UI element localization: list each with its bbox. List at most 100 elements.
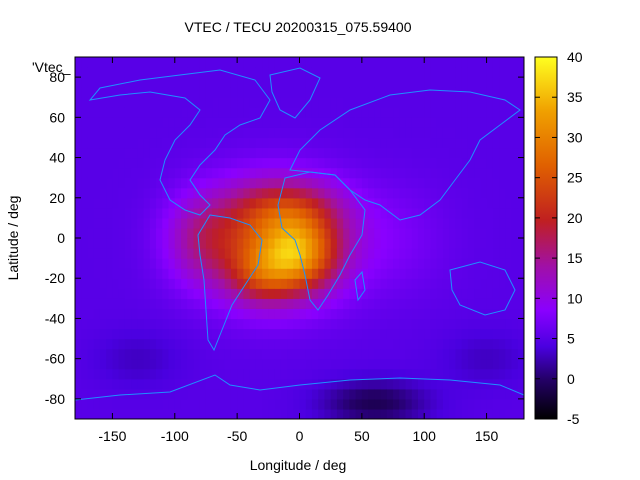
heatmap-cell xyxy=(480,87,488,98)
heatmap-cell xyxy=(461,117,469,128)
heatmap-cell xyxy=(93,398,101,410)
heatmap-cell xyxy=(162,87,170,98)
heatmap-cell xyxy=(218,308,226,320)
heatmap-cell xyxy=(149,408,157,419)
heatmap-cell xyxy=(349,388,357,400)
heatmap-cell xyxy=(343,378,350,390)
heatmap-cell xyxy=(386,147,394,159)
heatmap-cell xyxy=(336,87,344,98)
heatmap-cell xyxy=(399,177,407,189)
heatmap-cell xyxy=(249,117,257,128)
heatmap-cell xyxy=(386,338,394,350)
heatmap-cell xyxy=(87,368,95,380)
heatmap-cell xyxy=(480,177,488,189)
heatmap-cell xyxy=(449,127,457,139)
heatmap-cell xyxy=(486,147,494,159)
heatmap-cell xyxy=(218,137,226,149)
heatmap-cell xyxy=(149,348,157,360)
heatmap-cell xyxy=(230,408,238,419)
heatmap-cell xyxy=(112,248,120,259)
heatmap-cell xyxy=(193,268,201,279)
heatmap-cell xyxy=(349,378,357,390)
heatmap-cell xyxy=(368,308,375,320)
heatmap-cell xyxy=(249,358,257,370)
heatmap-cell xyxy=(137,67,145,78)
heatmap-cell xyxy=(343,227,350,239)
heatmap-cell xyxy=(237,298,244,309)
heatmap-cell xyxy=(467,298,475,309)
heatmap-cell xyxy=(449,308,457,320)
heatmap-cell xyxy=(336,338,344,350)
heatmap-cell xyxy=(87,67,95,78)
heatmap-cell xyxy=(249,57,257,68)
heatmap-cell xyxy=(293,117,301,128)
heatmap-cell xyxy=(355,77,363,88)
heatmap-cell xyxy=(299,197,307,209)
heatmap-cell xyxy=(243,67,251,78)
heatmap-cell xyxy=(255,338,263,350)
heatmap-cell xyxy=(249,288,257,299)
heatmap-cell xyxy=(343,197,350,209)
heatmap-cell xyxy=(106,177,114,189)
heatmap-cell xyxy=(149,358,157,370)
heatmap-cell xyxy=(474,147,481,159)
heatmap-cell xyxy=(199,77,207,88)
heatmap-cell xyxy=(374,107,382,118)
heatmap-cell xyxy=(237,117,244,128)
heatmap-cell xyxy=(174,298,182,309)
heatmap-cell xyxy=(293,318,301,330)
heatmap-cell xyxy=(93,348,101,360)
heatmap-cell xyxy=(467,238,475,249)
heatmap-cell xyxy=(467,388,475,400)
heatmap-cell xyxy=(349,67,357,78)
heatmap-cell xyxy=(511,217,519,229)
heatmap-cell xyxy=(399,67,407,78)
heatmap-cell xyxy=(274,67,282,78)
colorbar-tick-label: 0 xyxy=(567,371,575,387)
heatmap-cell xyxy=(118,57,126,68)
heatmap-cell xyxy=(361,197,369,209)
heatmap-cell xyxy=(343,77,350,88)
heatmap-cell xyxy=(511,107,519,118)
heatmap-cell xyxy=(517,187,524,199)
heatmap-cell xyxy=(499,77,506,88)
heatmap-cell xyxy=(280,298,288,309)
heatmap-cell xyxy=(461,67,469,78)
heatmap-cell xyxy=(274,238,282,249)
heatmap-cell xyxy=(212,308,220,320)
heatmap-cell xyxy=(442,87,450,98)
heatmap-cell xyxy=(318,308,326,320)
heatmap-cell xyxy=(430,117,438,128)
heatmap-cell xyxy=(168,278,176,289)
heatmap-cell xyxy=(455,368,463,380)
heatmap-cell xyxy=(293,107,301,118)
heatmap-cell xyxy=(87,288,95,299)
heatmap-cell xyxy=(293,97,301,108)
heatmap-cell xyxy=(393,348,400,360)
heatmap-cell xyxy=(99,288,107,299)
heatmap-cell xyxy=(156,288,163,299)
heatmap-cell xyxy=(330,187,338,199)
heatmap-cell xyxy=(75,398,82,410)
heatmap-cell xyxy=(486,278,494,289)
heatmap-cell xyxy=(280,318,288,330)
heatmap-cell xyxy=(442,117,450,128)
heatmap-cell xyxy=(81,97,89,108)
heatmap-cell xyxy=(293,408,301,419)
heatmap-cell xyxy=(405,328,413,340)
heatmap-cell xyxy=(187,258,195,269)
heatmap-cell xyxy=(243,57,251,68)
heatmap-cell xyxy=(411,137,419,149)
heatmap-cell xyxy=(262,57,269,68)
x-tick-label: 150 xyxy=(475,428,499,444)
heatmap-cell xyxy=(474,217,481,229)
heatmap-cell xyxy=(318,87,326,98)
heatmap-cell xyxy=(517,378,524,390)
heatmap-cell xyxy=(436,87,444,98)
heatmap-cell xyxy=(299,167,307,179)
heatmap-cell xyxy=(280,258,288,269)
heatmap-cell xyxy=(199,117,207,128)
heatmap-cell xyxy=(137,288,145,299)
heatmap-cell xyxy=(162,288,170,299)
heatmap-cell xyxy=(143,137,151,149)
